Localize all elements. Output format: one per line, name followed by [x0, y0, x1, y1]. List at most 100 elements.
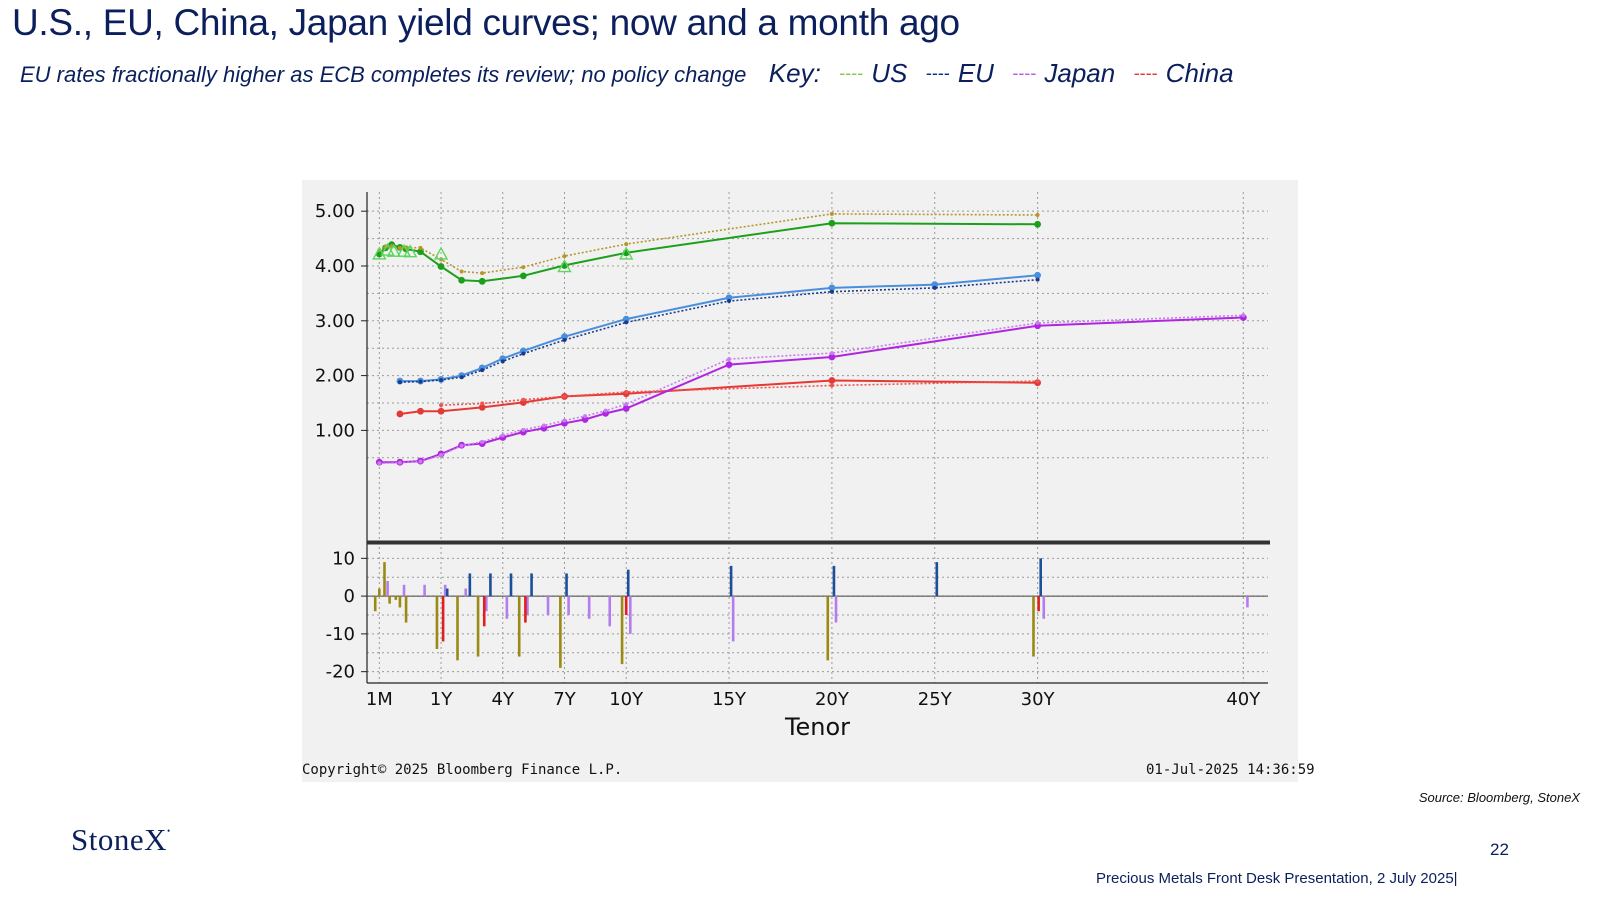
- y-tick-label: 5.00: [315, 201, 355, 222]
- series-point: [829, 383, 834, 388]
- x-tick-label: 4Y: [492, 689, 515, 710]
- series-point: [829, 351, 834, 356]
- change-bar: [423, 584, 426, 597]
- change-bar: [468, 573, 472, 597]
- y-tick-label: 4.00: [315, 256, 355, 277]
- series-point: [458, 276, 466, 284]
- change-bar: [398, 596, 402, 608]
- change-bar: [1039, 558, 1042, 597]
- series-point: [624, 402, 629, 407]
- series-point: [437, 407, 445, 415]
- series-point: [439, 377, 444, 382]
- triangle-marker: [386, 243, 401, 257]
- change-bar: [567, 596, 570, 615]
- change-bar: [626, 569, 630, 597]
- series-point: [562, 337, 567, 342]
- x-tick-label: 7Y: [553, 689, 576, 710]
- triangle-marker: [433, 246, 449, 260]
- series-point: [1035, 320, 1040, 325]
- change-bar: [624, 596, 628, 615]
- series-point: [418, 379, 423, 384]
- change-bar: [729, 565, 733, 597]
- bloomberg-chart-panel: 5.00 4.00 3.00 2.00 1.00 10 0 -10 -20 1M 1Y 4Y 7Y 10Y…: [302, 180, 1298, 782]
- series-point: [377, 461, 382, 466]
- series-line: [379, 314, 1244, 465]
- change-bar: [826, 596, 830, 661]
- change-bar: [565, 573, 568, 597]
- change-bar: [731, 596, 735, 642]
- key-dash-us: ----: [839, 63, 864, 83]
- change-bar: [1246, 596, 1249, 608]
- key-item-us: ---- US: [839, 58, 907, 88]
- source-note: Source: Bloomberg, StoneX: [1418, 790, 1580, 805]
- change-bar: [608, 596, 612, 627]
- series-point: [459, 269, 464, 274]
- series-point: [459, 443, 464, 448]
- y-tick-label: 1.00: [315, 420, 355, 441]
- change-bar: [1037, 596, 1040, 612]
- series-point: [603, 408, 608, 413]
- change-bar: [629, 596, 632, 634]
- change-bar: [505, 596, 509, 619]
- series-point: [417, 248, 424, 256]
- change-bar: [546, 596, 550, 615]
- series-point: [1241, 313, 1246, 318]
- series-point: [439, 403, 444, 408]
- key-dash-japan: ----: [1012, 63, 1037, 83]
- y-tick-label: 2.00: [315, 366, 355, 387]
- series-point: [417, 407, 424, 415]
- change-bar: [456, 596, 459, 661]
- series-point: [725, 361, 733, 369]
- key-item-eu: ---- EU: [926, 58, 994, 88]
- change-bar: [435, 596, 439, 649]
- key-dash-eu: ----: [925, 63, 950, 83]
- change-bar: [517, 596, 521, 657]
- series-point: [562, 418, 567, 423]
- change-bar: [441, 596, 445, 642]
- series-point: [500, 433, 505, 438]
- copyright-notice: Copyright© 2025 Bloomberg Finance L.P.: [302, 762, 623, 778]
- series-point: [480, 368, 485, 373]
- series-point: [622, 315, 630, 323]
- series-point: [480, 271, 485, 276]
- x-tick-label: 1Y: [430, 689, 453, 710]
- page-number: 22: [1490, 840, 1509, 859]
- series-point: [931, 281, 939, 289]
- series-point: [725, 294, 733, 302]
- key-name-china: China: [1165, 58, 1234, 88]
- x-tick-label: 1M: [366, 689, 393, 710]
- change-bar: [489, 573, 492, 597]
- key-label: Key:: [768, 58, 821, 88]
- series-point: [500, 359, 505, 364]
- series-point: [521, 351, 526, 356]
- series-point: [932, 285, 937, 290]
- series-point: [727, 357, 732, 362]
- change-bar: [1032, 596, 1035, 657]
- series-point: [478, 403, 486, 411]
- change-bar: [587, 596, 591, 619]
- chart-timestamp: 01-Jul-2025 14:36:59: [1146, 762, 1315, 778]
- change-bar: [404, 596, 408, 623]
- series-point: [1035, 277, 1040, 282]
- y-tick-label: 0: [344, 586, 355, 607]
- series-point: [418, 245, 423, 250]
- series-line: [399, 278, 1038, 383]
- key-name-japan: Japan: [1044, 58, 1116, 88]
- key-item-japan: ---- Japan: [1012, 58, 1115, 88]
- x-tick-label: 40Y: [1226, 689, 1261, 710]
- series-line: [399, 379, 1038, 415]
- series-point: [622, 405, 630, 412]
- series-point: [581, 416, 589, 423]
- series-point: [624, 242, 629, 247]
- series-point: [397, 245, 402, 250]
- series-point: [397, 380, 402, 385]
- key-item-china: ---- China: [1134, 58, 1234, 88]
- x-tick-label: 10Y: [609, 689, 644, 710]
- triangle-marker: [557, 259, 572, 273]
- series-point: [397, 460, 402, 465]
- series-point: [828, 377, 836, 384]
- change-bar: [394, 596, 398, 600]
- y-tick-label: 3.00: [315, 311, 355, 332]
- change-bar: [530, 573, 533, 597]
- series-point: [521, 265, 526, 270]
